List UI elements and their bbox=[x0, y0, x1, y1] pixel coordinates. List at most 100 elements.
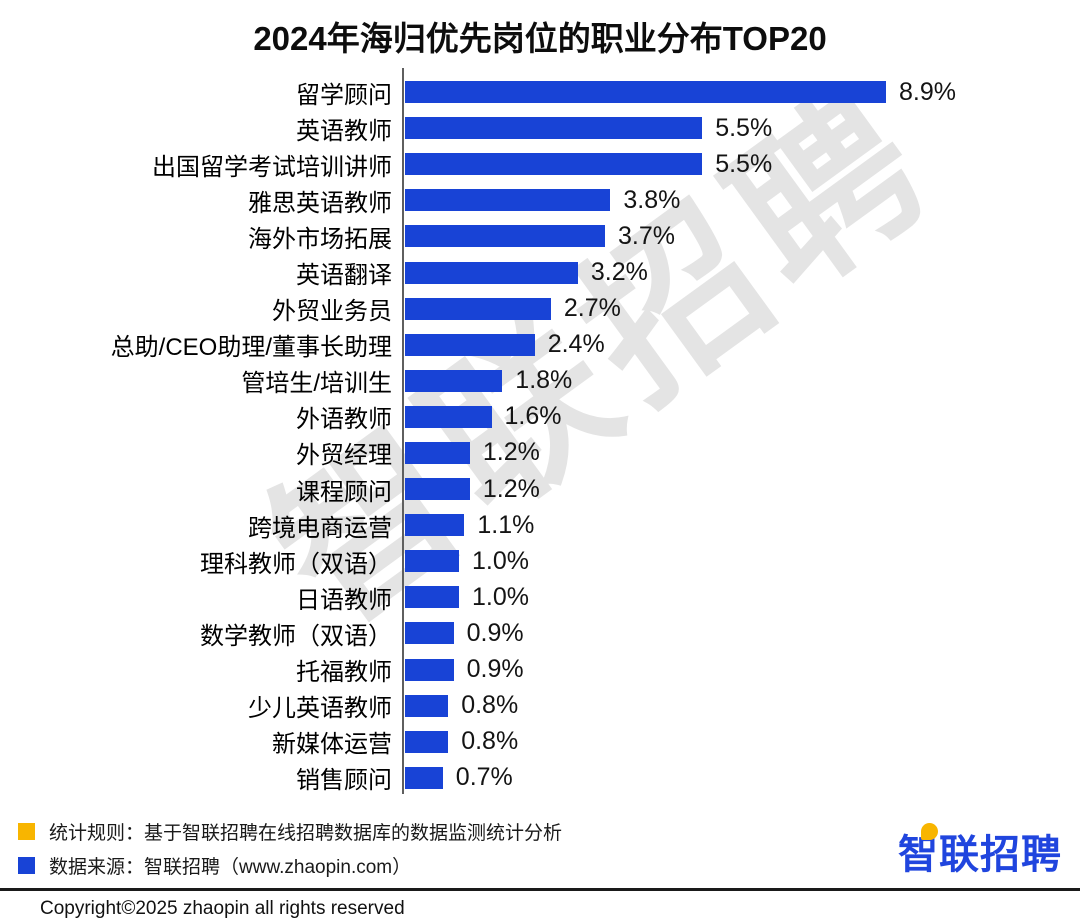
category-label: 出国留学考试培训讲师 bbox=[152, 153, 392, 181]
bar-track bbox=[405, 81, 886, 104]
bar bbox=[405, 333, 535, 356]
chart-row: 外语教师 1.6% bbox=[0, 399, 1080, 435]
bar bbox=[405, 225, 605, 248]
chart-row: 总助/CEO助理/董事长助理 2.4% bbox=[0, 327, 1080, 363]
category-label: 课程顾问 bbox=[296, 478, 392, 506]
footnote-row: 数据来源：智联招聘（www.zhaopin.com） bbox=[0, 848, 562, 882]
chart-row: 跨境电商运营 1.1% bbox=[0, 507, 1080, 543]
bar bbox=[405, 514, 465, 537]
bar bbox=[405, 153, 703, 176]
bar bbox=[405, 117, 703, 140]
bar bbox=[405, 550, 459, 573]
bar-track bbox=[405, 730, 449, 753]
zhaopin-logo: 智联招聘 bbox=[898, 822, 1062, 880]
value-label: 0.9% bbox=[466, 618, 524, 647]
chart-rows: 留学顾问 8.9% 英语教师 5.5% 出国留学考试培训讲师 5.5% 雅思英语… bbox=[0, 68, 1080, 796]
bar-track bbox=[405, 658, 454, 681]
bar bbox=[405, 189, 611, 212]
bar-area: 1.2% bbox=[403, 435, 1080, 471]
footnotes: 统计规则：基于智联招聘在线招聘数据库的数据监测统计分析 数据来源：智联招聘（ww… bbox=[0, 814, 562, 882]
chart-row: 外贸业务员 2.7% bbox=[0, 291, 1080, 327]
chart-row: 出国留学考试培训讲师 5.5% bbox=[0, 146, 1080, 182]
value-label: 3.2% bbox=[590, 258, 648, 287]
chart-row: 海外市场拓展 3.7% bbox=[0, 218, 1080, 254]
category-label: 数学教师（双语） bbox=[200, 622, 392, 650]
bar bbox=[405, 261, 578, 284]
value-label: 1.2% bbox=[482, 474, 540, 503]
value-label: 1.0% bbox=[472, 546, 529, 575]
value-label: 0.8% bbox=[461, 691, 519, 720]
bar bbox=[405, 405, 492, 428]
bar bbox=[405, 369, 503, 392]
bar-track bbox=[405, 694, 449, 717]
bar-track bbox=[405, 478, 470, 501]
chart-row: 留学顾问 8.9% bbox=[0, 74, 1080, 110]
bar-area: 0.8% bbox=[403, 724, 1080, 760]
bar bbox=[405, 766, 443, 789]
legend-swatch-icon bbox=[18, 856, 35, 874]
value-label: 8.9% bbox=[899, 77, 956, 106]
value-label: 1.2% bbox=[482, 438, 540, 467]
bar-track bbox=[405, 369, 503, 392]
bar-track bbox=[405, 766, 443, 789]
bar-area: 3.8% bbox=[403, 182, 1080, 218]
bar-track bbox=[405, 117, 703, 140]
chart-footer: 统计规则：基于智联招聘在线招聘数据库的数据监测统计分析 数据来源：智联招聘（ww… bbox=[0, 814, 1080, 882]
chart-row: 英语教师 5.5% bbox=[0, 110, 1080, 146]
bar-area: 0.8% bbox=[403, 688, 1080, 724]
bar-track bbox=[405, 586, 459, 609]
bar-track bbox=[405, 153, 703, 176]
chart-row: 管培生/培训生 1.8% bbox=[0, 363, 1080, 399]
bar bbox=[405, 694, 449, 717]
chart-row: 日语教师 1.0% bbox=[0, 579, 1080, 615]
chart-title: 2024年海归优先岗位的职业分布TOP20 bbox=[253, 20, 827, 57]
logo-yellow-dot-icon bbox=[921, 823, 938, 840]
footnote-text: 数据来源：智联招聘（www.zhaopin.com） bbox=[49, 856, 412, 878]
value-label: 1.1% bbox=[477, 510, 535, 539]
category-label: 英语教师 bbox=[296, 117, 392, 145]
chart-row: 雅思英语教师 3.8% bbox=[0, 182, 1080, 218]
value-label: 1.6% bbox=[504, 402, 562, 431]
bar-track bbox=[405, 189, 611, 212]
bar-area: 2.4% bbox=[403, 327, 1080, 363]
bar bbox=[405, 730, 449, 753]
value-label: 1.0% bbox=[472, 582, 529, 611]
chart-row: 数学教师（双语） 0.9% bbox=[0, 615, 1080, 651]
value-label: 5.5% bbox=[715, 113, 773, 142]
bar bbox=[405, 478, 470, 501]
value-label: 0.9% bbox=[466, 655, 524, 684]
logo-text: 智联招聘 bbox=[898, 833, 1062, 877]
chart-row: 外贸经理 1.2% bbox=[0, 435, 1080, 471]
category-label: 跨境电商运营 bbox=[248, 514, 392, 542]
chart-row: 新媒体运营 0.8% bbox=[0, 724, 1080, 760]
bar-track bbox=[405, 405, 492, 428]
bar-area: 1.0% bbox=[403, 579, 1080, 615]
value-label: 5.5% bbox=[715, 149, 773, 178]
bar bbox=[405, 297, 551, 320]
chart-row: 少儿英语教师 0.8% bbox=[0, 688, 1080, 724]
bar-track bbox=[405, 514, 465, 537]
category-label: 销售顾问 bbox=[296, 767, 392, 795]
chart-row: 理科教师（双语） 1.0% bbox=[0, 543, 1080, 579]
bar bbox=[405, 441, 470, 464]
bar-area: 0.9% bbox=[403, 615, 1080, 651]
bar-area: 3.2% bbox=[403, 254, 1080, 290]
bar-area: 1.1% bbox=[403, 507, 1080, 543]
bar-area: 1.0% bbox=[403, 543, 1080, 579]
category-label: 理科教师（双语） bbox=[200, 550, 392, 578]
category-label: 海外市场拓展 bbox=[248, 225, 392, 253]
bar-track bbox=[405, 225, 605, 248]
value-label: 0.8% bbox=[461, 727, 519, 756]
value-label: 3.8% bbox=[623, 185, 681, 214]
footnote-text: 统计规则：基于智联招聘在线招聘数据库的数据监测统计分析 bbox=[49, 822, 563, 844]
category-label: 托福教师 bbox=[296, 659, 392, 687]
bar-area: 1.2% bbox=[403, 471, 1080, 507]
category-label: 总助/CEO助理/董事长助理 bbox=[110, 334, 392, 362]
bar-track bbox=[405, 550, 459, 573]
chart-row: 课程顾问 1.2% bbox=[0, 471, 1080, 507]
category-label: 新媒体运营 bbox=[272, 731, 392, 759]
value-label: 2.7% bbox=[563, 294, 621, 323]
category-label: 英语翻译 bbox=[296, 262, 392, 290]
category-label: 管培生/培训生 bbox=[241, 370, 392, 398]
y-axis-line bbox=[402, 68, 404, 794]
